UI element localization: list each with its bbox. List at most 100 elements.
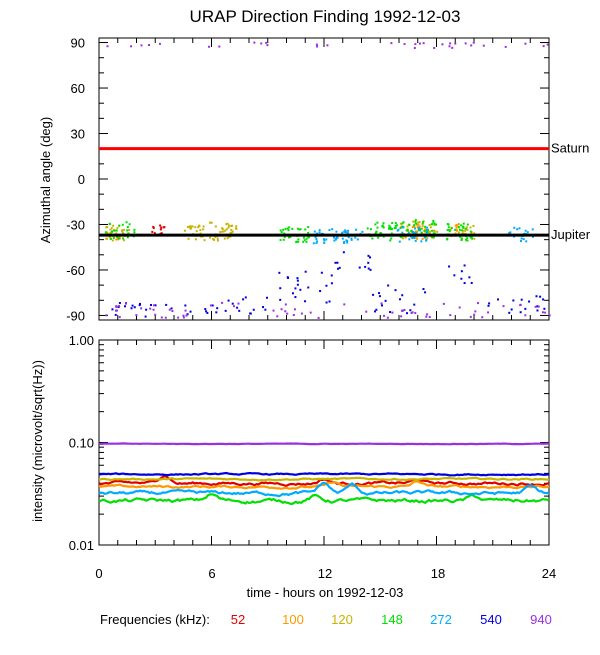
data-point bbox=[118, 302, 121, 305]
data-point bbox=[415, 222, 418, 225]
data-point bbox=[230, 228, 233, 231]
data-point bbox=[294, 287, 297, 290]
data-point bbox=[210, 221, 213, 224]
data-point bbox=[279, 298, 282, 301]
y-tick-label: 0.01 bbox=[69, 538, 94, 553]
data-point bbox=[394, 227, 397, 230]
data-point bbox=[390, 42, 393, 45]
data-point bbox=[423, 236, 426, 239]
data-point bbox=[118, 224, 121, 227]
data-point bbox=[375, 308, 378, 311]
data-point bbox=[218, 45, 221, 48]
data-point bbox=[457, 223, 460, 226]
data-point bbox=[112, 224, 115, 227]
data-point bbox=[221, 230, 224, 233]
data-point bbox=[426, 237, 429, 240]
data-point bbox=[396, 224, 399, 227]
data-point bbox=[447, 226, 450, 229]
data-point bbox=[316, 240, 319, 243]
data-point bbox=[305, 240, 308, 243]
data-point bbox=[214, 225, 217, 228]
data-point bbox=[453, 274, 456, 277]
data-point bbox=[424, 225, 427, 228]
data-point bbox=[296, 227, 299, 230]
data-point bbox=[224, 309, 227, 312]
data-point bbox=[213, 238, 216, 241]
data-point bbox=[315, 242, 318, 245]
data-point bbox=[135, 314, 138, 317]
data-point bbox=[177, 316, 180, 319]
data-point bbox=[341, 237, 344, 240]
data-point bbox=[442, 302, 445, 305]
data-point bbox=[400, 236, 403, 239]
data-point bbox=[462, 225, 465, 228]
data-point bbox=[335, 230, 338, 233]
data-point bbox=[402, 221, 405, 224]
data-point bbox=[519, 239, 522, 242]
data-point bbox=[189, 310, 192, 313]
data-point bbox=[160, 316, 163, 319]
data-point bbox=[384, 299, 387, 302]
data-point bbox=[298, 228, 301, 231]
data-point bbox=[358, 266, 361, 269]
data-point bbox=[228, 224, 231, 227]
data-point bbox=[450, 227, 453, 230]
data-point bbox=[163, 226, 166, 229]
intensity-panel: 1.00 0.10 0.01 bbox=[69, 333, 550, 553]
data-point bbox=[518, 227, 521, 230]
data-point bbox=[279, 287, 282, 290]
data-point bbox=[126, 226, 129, 229]
data-point bbox=[224, 229, 227, 232]
data-point bbox=[431, 229, 434, 232]
data-point bbox=[115, 305, 118, 308]
data-point bbox=[433, 230, 436, 233]
y-tick-label: -90 bbox=[66, 308, 85, 323]
data-point bbox=[343, 240, 346, 243]
data-point bbox=[414, 43, 417, 46]
data-point bbox=[410, 231, 413, 234]
data-point bbox=[222, 230, 225, 233]
data-point bbox=[398, 240, 401, 243]
data-point bbox=[544, 311, 547, 314]
data-point bbox=[367, 261, 370, 264]
intensity-line-940-khz bbox=[98, 442, 550, 446]
data-point bbox=[110, 227, 113, 230]
data-point bbox=[126, 236, 129, 239]
data-point bbox=[464, 238, 467, 241]
data-point bbox=[223, 237, 226, 240]
data-point bbox=[307, 286, 310, 289]
data-point bbox=[288, 226, 291, 229]
data-point bbox=[355, 228, 358, 231]
data-point bbox=[338, 266, 341, 269]
data-point bbox=[513, 226, 516, 229]
data-point bbox=[460, 277, 463, 280]
data-point bbox=[548, 314, 551, 317]
data-point bbox=[378, 292, 381, 295]
data-point bbox=[305, 237, 308, 240]
data-point bbox=[289, 236, 292, 239]
data-point bbox=[109, 228, 112, 231]
data-point bbox=[411, 225, 414, 228]
data-point bbox=[127, 232, 130, 235]
data-point bbox=[184, 309, 187, 312]
data-point bbox=[117, 306, 120, 309]
data-point bbox=[436, 230, 439, 233]
y-tick-label: 0 bbox=[78, 172, 85, 187]
data-point bbox=[164, 316, 167, 319]
data-point bbox=[148, 44, 151, 47]
data-point bbox=[115, 232, 118, 235]
data-point bbox=[432, 235, 435, 238]
data-point bbox=[431, 236, 434, 239]
data-point bbox=[264, 308, 267, 311]
data-point bbox=[426, 226, 429, 229]
data-point bbox=[237, 302, 240, 305]
data-point bbox=[297, 238, 300, 241]
data-point bbox=[278, 271, 281, 274]
data-point bbox=[425, 231, 428, 234]
data-point bbox=[470, 232, 473, 235]
data-point bbox=[235, 227, 238, 230]
data-point bbox=[481, 316, 484, 319]
data-point bbox=[144, 315, 147, 318]
data-point bbox=[388, 226, 391, 229]
